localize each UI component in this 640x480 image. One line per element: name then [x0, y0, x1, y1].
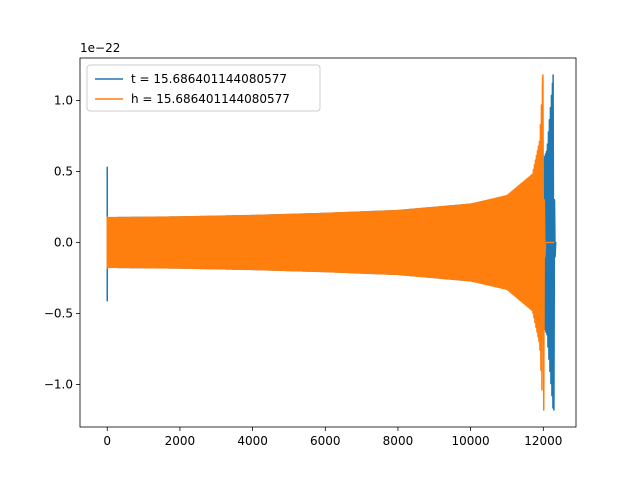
y-tick-label: −1.0: [44, 377, 73, 391]
y-axis: 1.0 0.5 0.0 −0.5 −1.0: [44, 94, 80, 391]
legend: t = 15.686401144080577 h = 15.68640114408…: [86, 64, 321, 112]
series-layer: [106, 74, 557, 411]
y-offset-label: 1e−22: [80, 41, 120, 55]
x-tick-label: 0: [103, 434, 111, 448]
x-tick-label: 8000: [383, 434, 414, 448]
x-tick-label: 6000: [310, 434, 341, 448]
x-tick-label: 12000: [524, 434, 562, 448]
y-tick-label: 1.0: [54, 94, 73, 108]
legend-box: [86, 64, 321, 112]
legend-label: h = 15.686401144080577: [131, 92, 290, 106]
series-line-1: [106, 74, 555, 411]
y-tick-label: −0.5: [44, 306, 73, 320]
x-tick-label: 2000: [165, 434, 196, 448]
y-tick-label: 0.5: [54, 165, 73, 179]
x-axis: 0 2000 4000 6000 8000 10000 12000: [103, 427, 562, 448]
y-tick-label: 0.0: [54, 236, 73, 250]
legend-label: t = 15.686401144080577: [131, 72, 287, 86]
x-tick-label: 4000: [237, 434, 268, 448]
x-tick-label: 10000: [452, 434, 490, 448]
